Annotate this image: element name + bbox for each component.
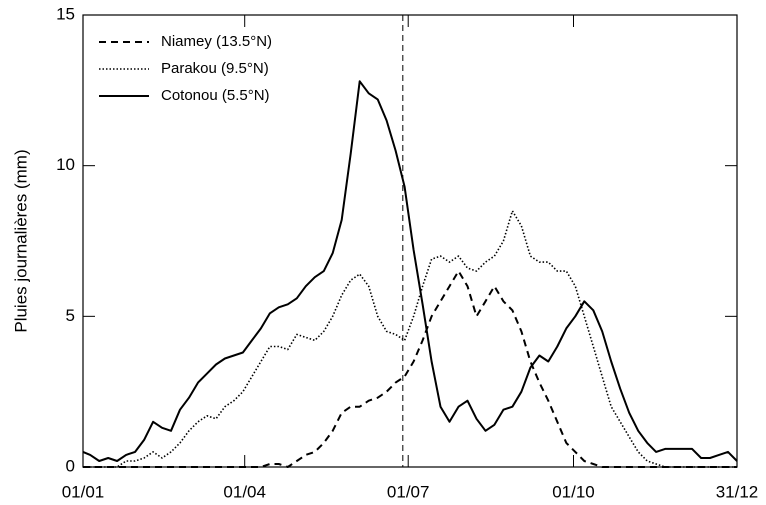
series-line	[83, 270, 737, 468]
y-axis-label: Pluies journalières (mm)	[11, 149, 30, 332]
plot-frame	[82, 14, 738, 468]
legend-label: Niamey (13.5°N)	[161, 33, 272, 50]
x-tick-label: 01/01	[62, 482, 105, 501]
y-tick-label: 10	[56, 155, 75, 174]
series-line	[82, 80, 738, 462]
y-tick-label: 15	[56, 4, 75, 23]
x-tick-label: 01/04	[223, 482, 266, 501]
legend: Niamey (13.5°N) Parakou (9.5°N) Cotonou (5…	[99, 33, 272, 104]
series-line	[83, 210, 737, 468]
legend-label: Parakou (9.5°N)	[161, 60, 269, 77]
x-tick-label: 01/10	[552, 482, 595, 501]
legend-label: Cotonou (5.5°N)	[161, 87, 270, 104]
y-tick-label: 5	[66, 306, 75, 325]
y-tick-label: 0	[66, 456, 75, 475]
x-tick-label: 01/07	[387, 482, 430, 501]
x-tick-label: 31/12	[716, 482, 759, 501]
